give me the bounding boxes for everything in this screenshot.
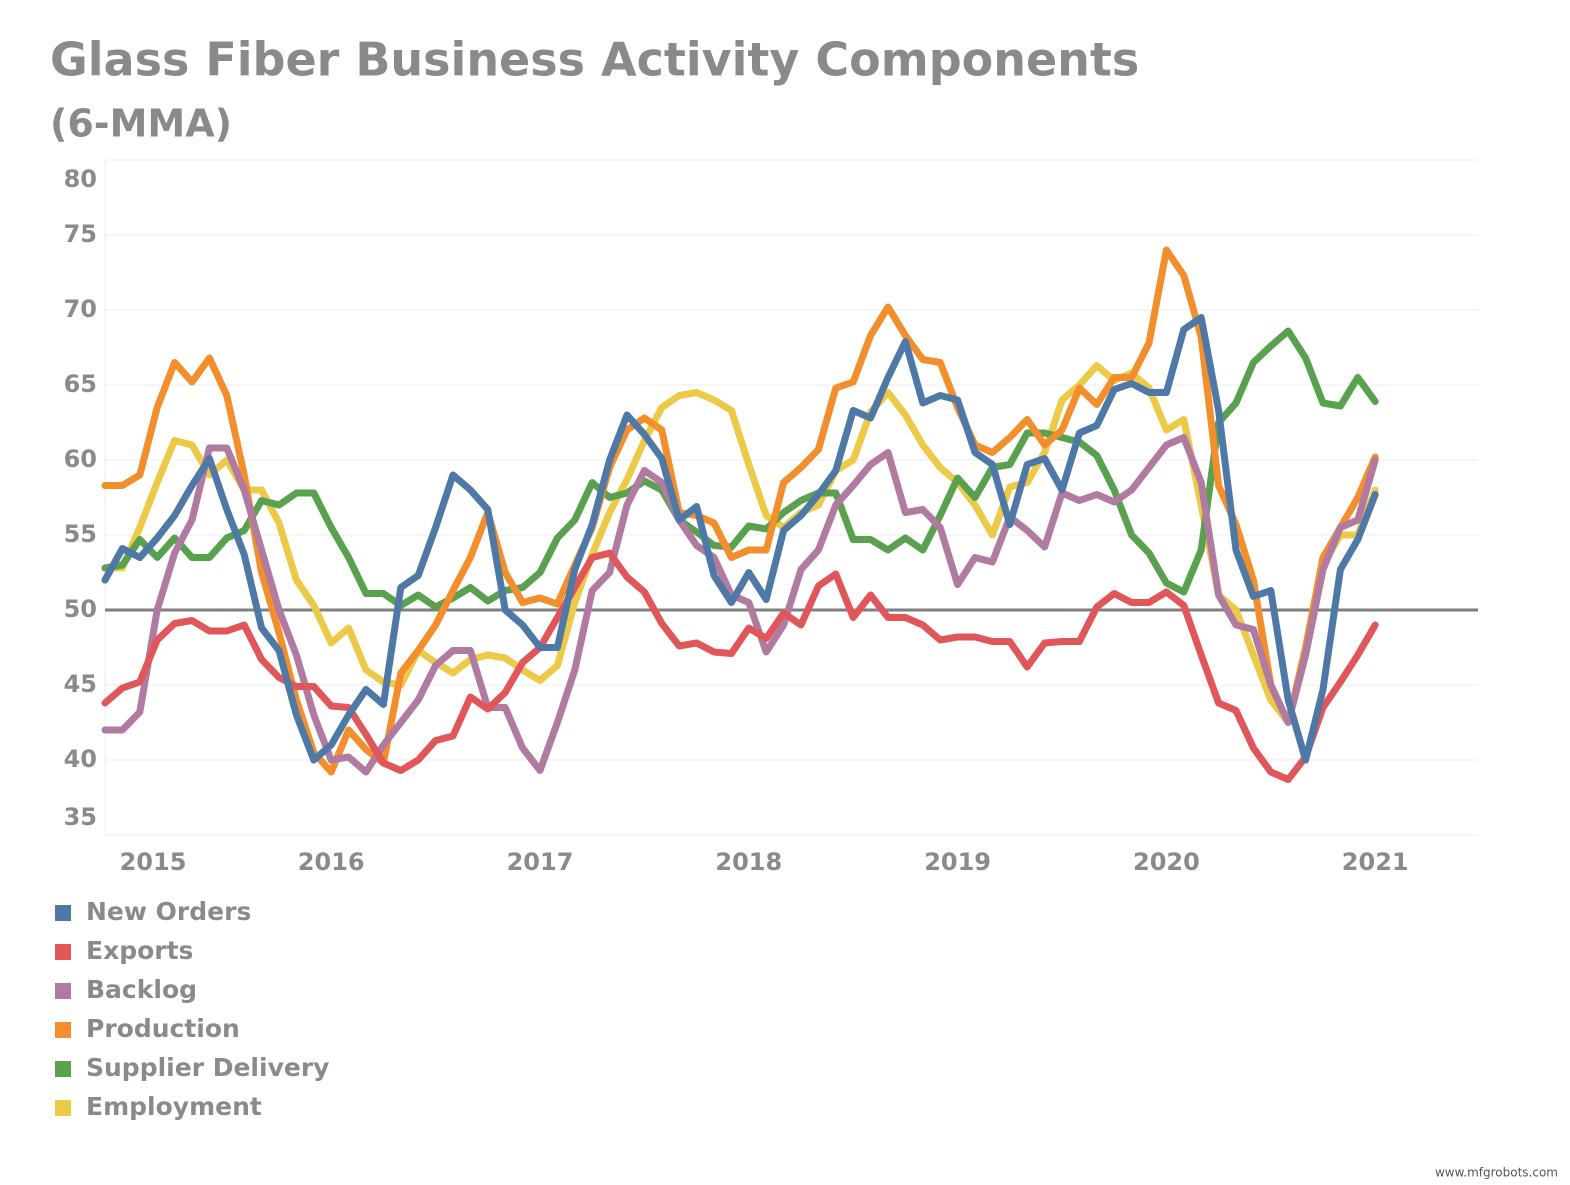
y-tick-label: 60 [64,445,97,473]
x-tick-label: 2020 [1133,848,1200,876]
x-tick-label: 2019 [924,848,991,876]
x-tick-label: 2015 [120,848,187,876]
legend-label: Exports [86,936,193,965]
x-tick-label: 2021 [1342,848,1409,876]
legend-swatch [55,944,71,960]
watermark: www.mfgrobots.com [1435,1166,1558,1180]
legend-label: New Orders [86,897,251,926]
legend-label: Production [86,1014,240,1043]
y-tick-label: 45 [64,670,97,698]
legend-swatch [55,983,71,999]
legend-swatch [55,905,71,921]
y-tick-label: 55 [64,520,97,548]
y-tick-label: 65 [64,370,97,398]
x-tick-label: 2017 [507,848,574,876]
legend-label: Supplier Delivery [86,1053,329,1082]
y-tick-label: 80 [64,165,97,193]
chart-title: Glass Fiber Business Activity Components [50,33,1139,87]
legend-swatch [55,1061,71,1077]
y-tick-label: 70 [64,295,97,323]
legend-swatch [55,1100,71,1116]
series-line [101,362,1379,726]
y-tick-label: 40 [64,745,97,773]
y-tick-label: 35 [64,803,97,831]
legend-label: Employment [86,1092,262,1121]
legend-label: Backlog [86,975,197,1004]
x-tick-label: 2016 [298,848,365,876]
chart-subtitle: (6-MMA) [50,102,232,146]
series-line [101,314,1379,764]
series-line [101,434,1379,776]
series-line [101,549,1379,783]
y-tick-label: 75 [64,220,97,248]
legend-swatch [55,1022,71,1038]
y-tick-label: 50 [64,595,97,623]
series-line [101,327,1379,611]
x-tick-label: 2018 [715,848,782,876]
